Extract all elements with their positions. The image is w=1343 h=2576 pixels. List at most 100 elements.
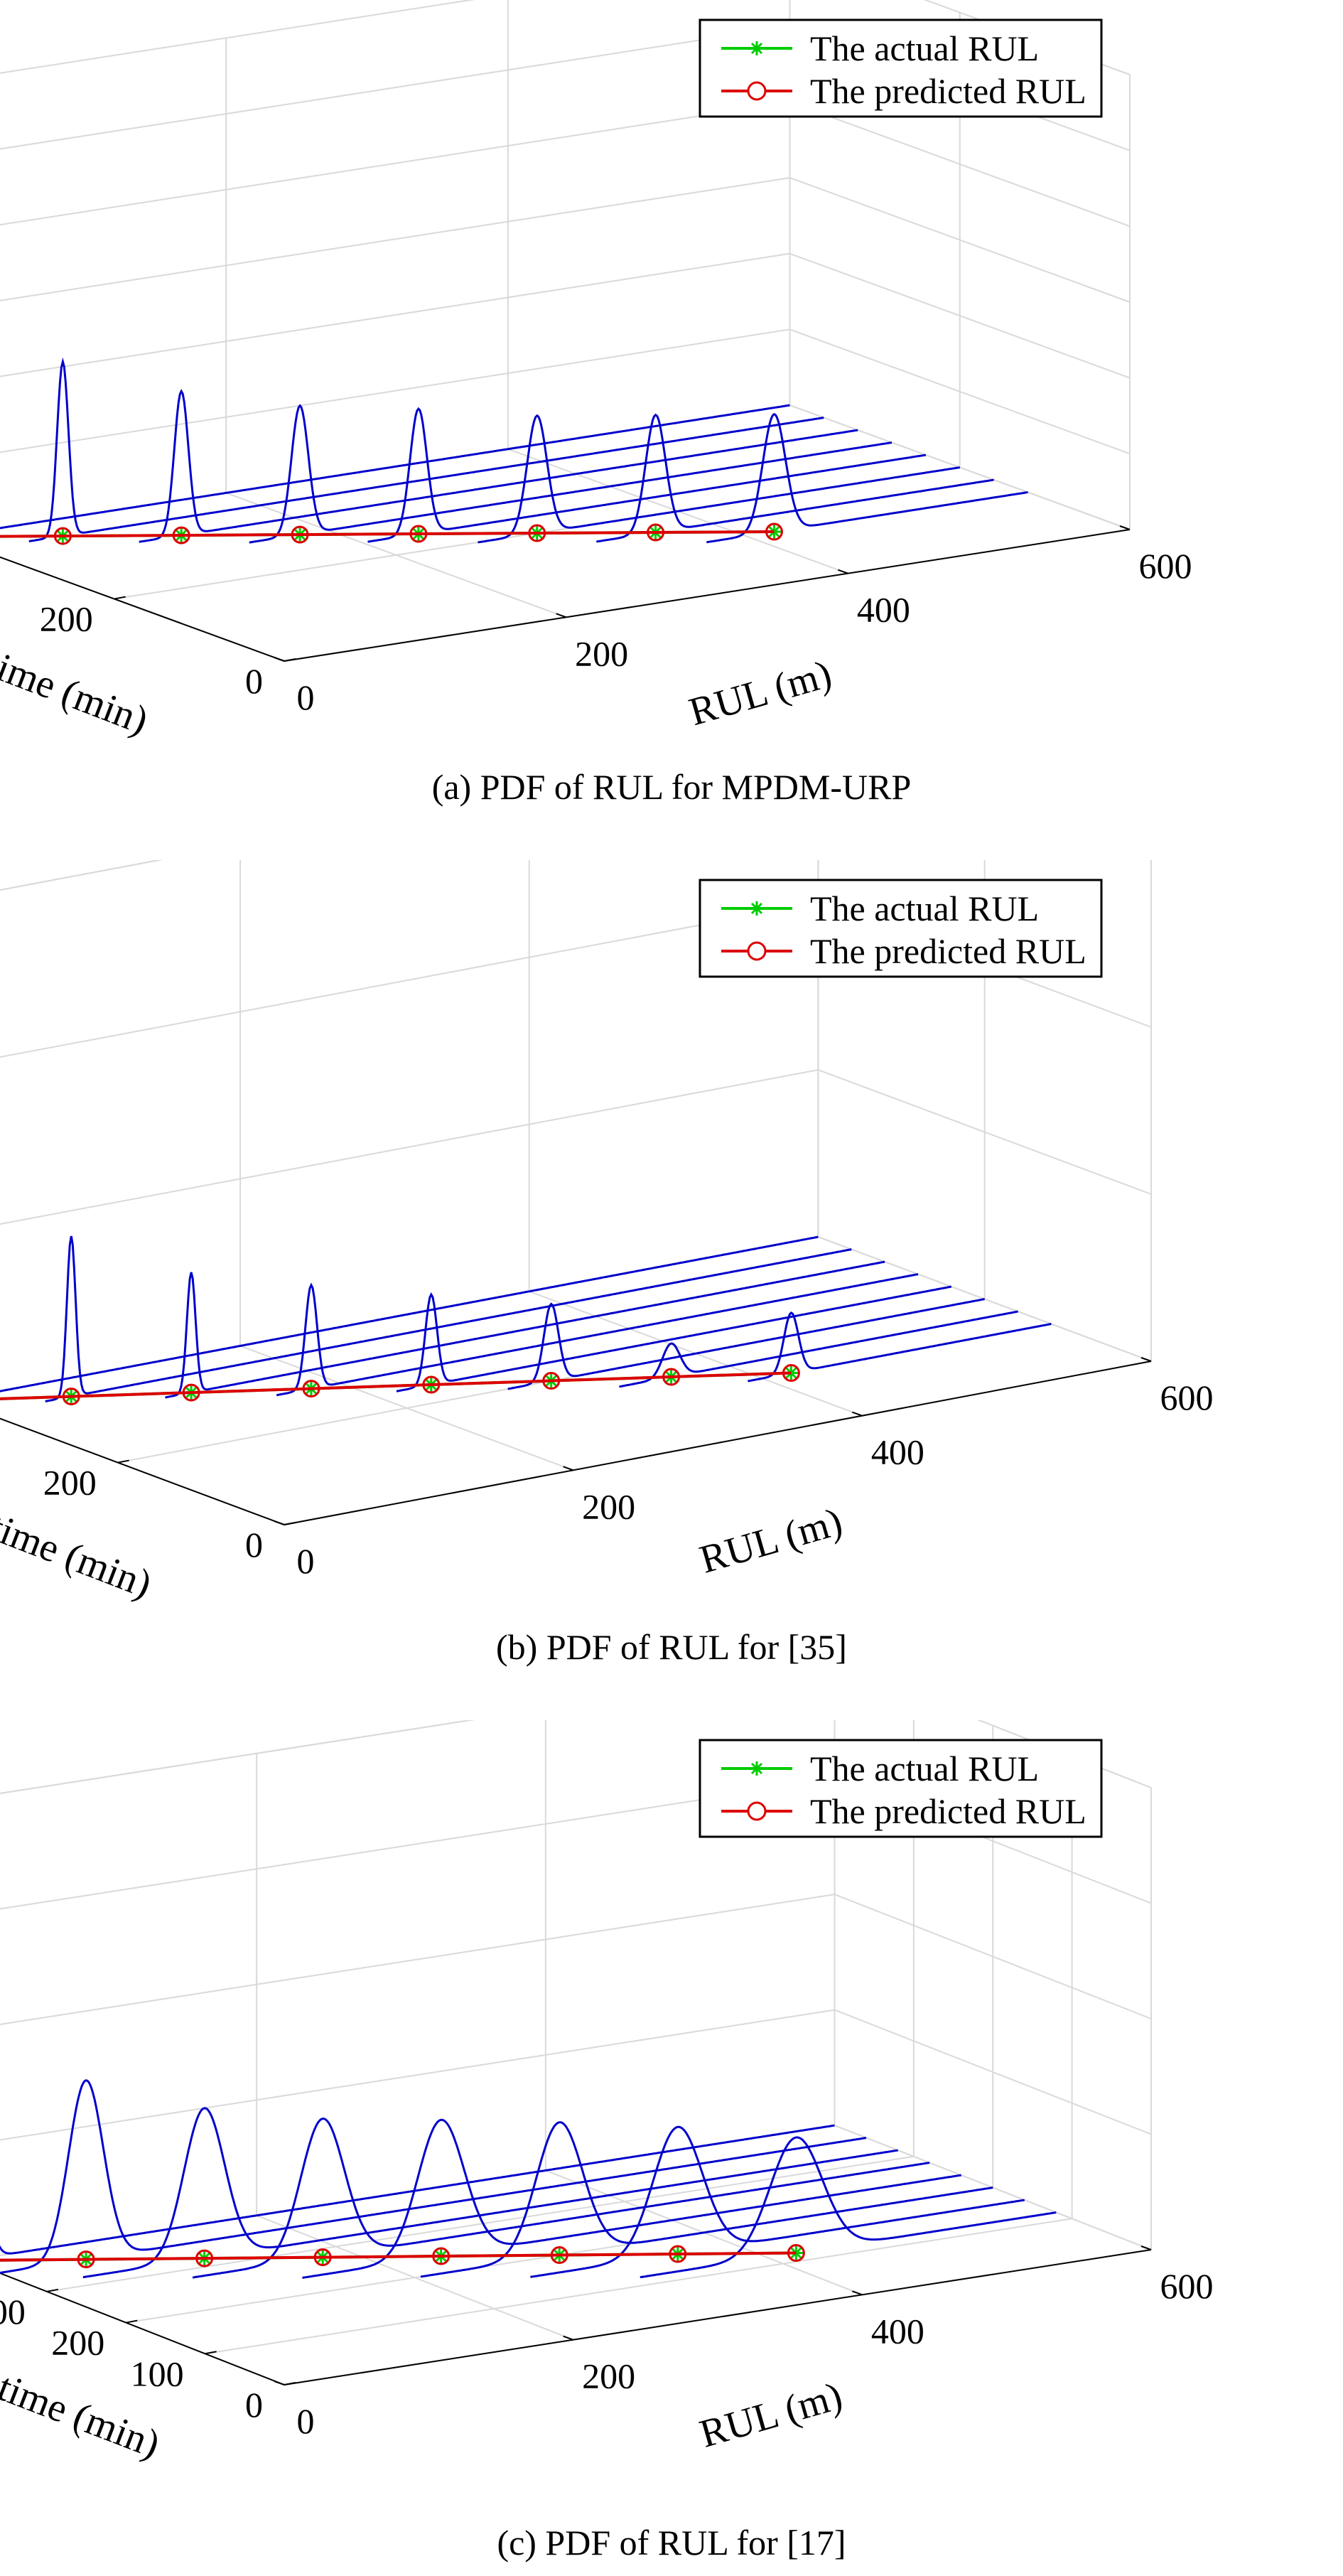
predicted-rul-point: [432, 2247, 451, 2265]
grid-line: [0, 0, 475, 74]
grid-line: [0, 860, 163, 891]
x-tick-label: 0: [297, 2401, 315, 2441]
legend-label-actual: The actual RUL: [810, 889, 1039, 928]
legend-circle: [747, 81, 767, 101]
predicted-rul-point: [528, 524, 546, 542]
chart-panel-b: 00.050.100.1502004000200400600PDF of RUL…: [0, 860, 1343, 1699]
x-axis-title: RUL (m): [695, 2374, 847, 2457]
predicted-rul-point: [195, 2249, 214, 2268]
predicted-rul-line: [0, 1371, 792, 1400]
x-tick: [851, 1411, 863, 1417]
x-tick: [556, 613, 567, 618]
pdf-curve: [302, 2118, 961, 2279]
x-tick: [274, 2381, 285, 2386]
axes: 00.050.100.1502004000200400600PDF of RUL…: [0, 1357, 1214, 1606]
pdf-curve: [507, 1298, 985, 1390]
chart-caption: (a) PDF of RUL for MPDM-URP: [431, 767, 912, 807]
pdf-curve: [0, 2124, 835, 2255]
y-tick-label: 0: [245, 2385, 263, 2425]
x-tick-label: 400: [871, 1432, 924, 1472]
x-tick: [274, 1520, 285, 1525]
pdf-curve: [0, 2079, 867, 2274]
x-axis-line: [284, 1361, 1152, 1525]
grid-line: [834, 2009, 1152, 2135]
grid-line: [0, 902, 819, 1058]
pdf-curves: [0, 357, 1028, 544]
legend-circle: [747, 1801, 767, 1821]
predicted-rul-line: [0, 530, 775, 538]
chart-panel-a: 00.020.040.060.080.1002004000200400600PD…: [0, 0, 1343, 839]
pdf-curve: [420, 2121, 993, 2278]
grid-line: [789, 328, 1131, 455]
y-tick: [284, 1522, 296, 1525]
predicted-rul-point: [172, 526, 190, 544]
grid-line: [0, 1720, 475, 1795]
x-tick-label: 200: [582, 1486, 635, 1526]
y-tick: [284, 2382, 296, 2386]
y-tick-label: 0: [245, 661, 263, 701]
x-tick: [1140, 1357, 1152, 1362]
predicted-rul-point: [782, 1364, 800, 1383]
x-tick-label: 400: [871, 2311, 924, 2351]
grid-line: [0, 101, 790, 226]
grid-line: [818, 1069, 1152, 1195]
legend-box: [699, 18, 1103, 118]
predicted-rul-point: [662, 1368, 681, 1386]
predicted-rul-line: [0, 2251, 797, 2262]
x-tick-label: 600: [1139, 546, 1192, 586]
y-axis-line: [0, 2272, 285, 2386]
pdf-curve: [478, 414, 961, 544]
x-tick: [274, 657, 285, 662]
axes: 00.020.040.060.080.1002004000200400600PD…: [0, 525, 1192, 743]
grid-line: [0, 1894, 835, 2026]
x-axis-title: RUL (m): [684, 652, 836, 734]
y-tick: [126, 2319, 138, 2324]
grid-line: [834, 1894, 1152, 2019]
x-tick-label: 400: [857, 590, 910, 630]
pdf-curve: [139, 389, 858, 543]
x-tick-label: 0: [297, 677, 315, 717]
series-predicted-rul: [0, 2244, 805, 2269]
x-axis-title: RUL (m): [695, 1500, 847, 1582]
x-axis-line: [284, 529, 1131, 662]
series-predicted-rul: [0, 1364, 800, 1406]
predicted-rul-point: [53, 527, 72, 545]
legend-label-predicted: The predicted RUL: [810, 71, 1086, 111]
pdf-curve: [165, 1260, 885, 1399]
chart-panel-c: 00.010.020.030.0401002003004000200400600…: [0, 1720, 1343, 2562]
predicted-rul-point: [313, 2248, 332, 2267]
predicted-rul-point: [291, 525, 309, 544]
predicted-rul-point: [550, 2246, 568, 2265]
chart-caption: (b) PDF of RUL for [35]: [496, 1627, 847, 1667]
y-tick-label: 300: [0, 2292, 26, 2331]
grid-line: [205, 2218, 1072, 2355]
predicted-rul-point: [422, 1375, 441, 1394]
grid-line: [789, 252, 1131, 379]
legend-label-predicted: The predicted RUL: [810, 931, 1086, 971]
x-tick: [1119, 525, 1131, 530]
pdf-curve: [706, 412, 1028, 544]
legend-star: [750, 42, 763, 55]
y-tick: [205, 2351, 217, 2355]
x-tick: [851, 2290, 863, 2296]
x-tick-label: 600: [1160, 2266, 1214, 2306]
legend-star: [750, 1762, 763, 1775]
x-tick: [563, 1466, 574, 1471]
waterfall-chart-b: 00.050.100.1502004000200400600PDF of RUL…: [0, 860, 1214, 1606]
y-tick: [117, 1459, 129, 1464]
legend-box: [699, 879, 1103, 978]
x-tick: [1140, 2245, 1152, 2250]
pdf-curve: [0, 404, 790, 530]
pdf-curve: [367, 407, 927, 543]
grid-line: [46, 2155, 915, 2292]
pdf-curve: [748, 1311, 1052, 1383]
grid-line: [0, 1778, 835, 1910]
grid-line: [0, 860, 163, 891]
grid-line: [789, 177, 1131, 303]
legend-label-actual: The actual RUL: [810, 28, 1039, 68]
y-tick-label: 0: [245, 1525, 263, 1565]
series-predicted-rul: [0, 522, 783, 545]
predicted-rul-point: [182, 1383, 200, 1402]
x-tick-label: 600: [1160, 1378, 1214, 1417]
